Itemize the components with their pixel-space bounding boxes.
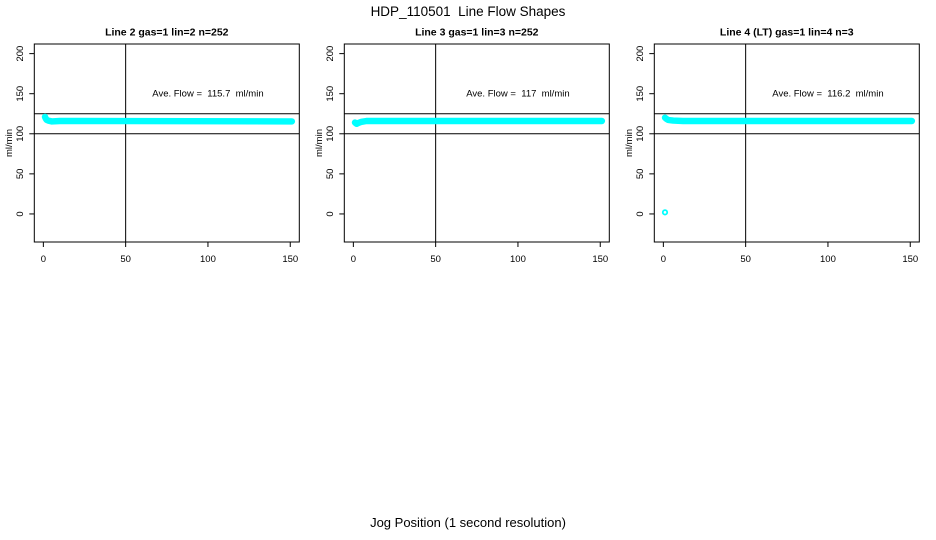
panel-title: Line 4 (LT) gas=1 lin=4 n=3 xyxy=(720,27,854,39)
x-tick-label: 150 xyxy=(902,254,918,265)
ave-flow-annotation: Ave. Flow = 117 ml/min xyxy=(466,89,569,100)
ave-flow-annotation: Ave. Flow = 116.2 ml/min xyxy=(772,89,883,100)
y-tick-label: 150 xyxy=(15,86,26,102)
y-tick-label: 0 xyxy=(15,211,26,216)
x-tick-label: 50 xyxy=(430,254,441,265)
x-tick-label: 100 xyxy=(510,254,526,265)
panel-line-3-plot: Line 3 gas=1 lin=3 n=252 0 50 100 150 0 50 100 1… xyxy=(314,27,610,265)
y-tick-label: 150 xyxy=(635,86,646,102)
x-tick-label: 0 xyxy=(41,254,46,265)
y-tick-label: 150 xyxy=(325,86,336,102)
panel-title: Line 3 gas=1 lin=3 n=252 xyxy=(415,27,539,39)
outlier-point xyxy=(661,209,669,216)
x-tick-label: 50 xyxy=(740,254,751,265)
x-tick-label: 100 xyxy=(820,254,836,265)
x-tick-label: 50 xyxy=(120,254,131,265)
y-tick-label: 0 xyxy=(635,211,646,216)
x-tick-label: 150 xyxy=(282,254,298,265)
y-tick-label: 100 xyxy=(15,126,26,142)
y-axis-label: ml/min xyxy=(624,129,635,157)
y-axis-label: ml/min xyxy=(314,129,325,157)
plot-box xyxy=(33,43,300,243)
panel-title: Line 2 gas=1 lin=2 n=252 xyxy=(105,27,229,39)
plot-box xyxy=(343,43,610,243)
y-tick-label: 50 xyxy=(325,169,336,180)
panel-line-4-plot: Line 4 (LT) gas=1 lin=4 n=3 0 50 100 150 0 50 1… xyxy=(624,27,920,265)
y-tick-label: 200 xyxy=(635,46,646,62)
plot-box xyxy=(653,43,920,243)
flow-data-band xyxy=(351,117,606,128)
y-tick-label: 50 xyxy=(15,169,26,180)
y-tick-label: 100 xyxy=(635,126,646,142)
x-tick-label: 0 xyxy=(661,254,666,265)
flow-data-band xyxy=(41,113,296,125)
x-tick-label: 100 xyxy=(200,254,216,265)
y-tick-label: 100 xyxy=(325,126,336,142)
y-tick-label: 0 xyxy=(325,211,336,216)
y-tick-label: 200 xyxy=(15,46,26,62)
y-tick-label: 200 xyxy=(325,46,336,62)
panel-line-2-plot: Line 2 gas=1 lin=2 n=252 0 50 100 150 0 50 100 1… xyxy=(4,27,300,265)
panels-row: Line 2 gas=1 lin=2 n=252 0 50 100 150 0 50 100 1… xyxy=(4,27,920,265)
ave-flow-annotation: Ave. Flow = 115.7 ml/min xyxy=(152,89,263,100)
flow-data-band xyxy=(661,114,916,125)
x-axis-label: Jog Position (1 second resolution) xyxy=(370,515,566,530)
y-axis-label: ml/min xyxy=(4,129,15,157)
x-tick-label: 150 xyxy=(592,254,608,265)
y-tick-label: 50 xyxy=(635,169,646,180)
figure-title: HDP_110501 Line Flow Shapes xyxy=(370,4,566,19)
x-tick-label: 0 xyxy=(351,254,356,265)
